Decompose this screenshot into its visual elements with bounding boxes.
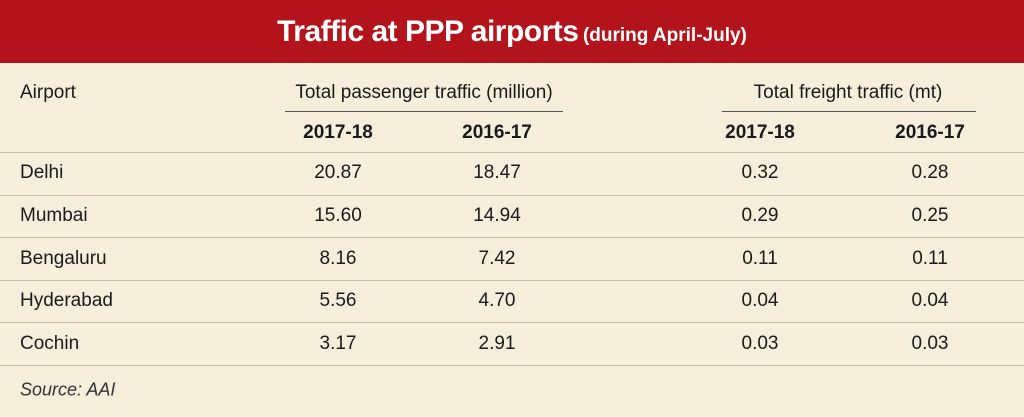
row-divider (0, 194, 1024, 196)
column-header: 2017-18 (303, 122, 373, 143)
cell-value: 2.91 (478, 332, 516, 354)
group-header: Total freight traffic (mt) (753, 82, 943, 103)
row-label: Delhi (20, 162, 64, 184)
group-header: Total passenger traffic (million) (295, 82, 553, 103)
cell-value: 0.03 (911, 332, 949, 354)
cell-value: 0.04 (911, 290, 949, 312)
row-divider (0, 279, 1024, 281)
group-underline (285, 111, 563, 112)
column-header: 2017-18 (725, 122, 795, 143)
column-header: Airport (20, 82, 76, 103)
title-bar: Traffic at PPP airports (during April-Ju… (0, 0, 1024, 63)
cell-value: 0.11 (912, 247, 948, 269)
row-divider (0, 152, 1024, 153)
row-divider (0, 322, 1024, 324)
row-label: Bengaluru (20, 247, 107, 269)
source: Source: AAI (20, 379, 116, 400)
group-underline (722, 111, 976, 112)
cell-value: 0.29 (741, 204, 779, 226)
cell-value: 8.16 (319, 247, 357, 269)
row-divider (0, 237, 1024, 239)
cell-value: 18.47 (473, 162, 521, 184)
cell-value: 0.03 (741, 332, 779, 354)
row-label: Cochin (20, 332, 80, 354)
row-label: Mumbai (20, 204, 88, 226)
cell-value: 0.11 (742, 247, 778, 269)
cell-value: 3.17 (319, 332, 357, 354)
subtitle: (during April-July) (582, 25, 747, 46)
cell-value: 0.28 (911, 162, 949, 184)
cell-value: 7.42 (478, 247, 516, 269)
column-header: 2016-17 (895, 122, 965, 143)
row-label: Hyderabad (20, 290, 113, 312)
cell-value: 15.60 (314, 204, 362, 226)
column-header: 2016-17 (462, 122, 532, 143)
cell-value: 0.04 (741, 290, 779, 312)
cell-value: 14.94 (473, 204, 521, 226)
row-divider (0, 365, 1024, 366)
cell-value: 4.70 (478, 290, 516, 312)
cell-value: 0.32 (741, 162, 779, 184)
cell-value: 0.25 (911, 204, 949, 226)
title: Traffic at PPP airports (277, 15, 579, 48)
cell-value: 5.56 (319, 290, 357, 312)
cell-value: 20.87 (314, 162, 362, 184)
